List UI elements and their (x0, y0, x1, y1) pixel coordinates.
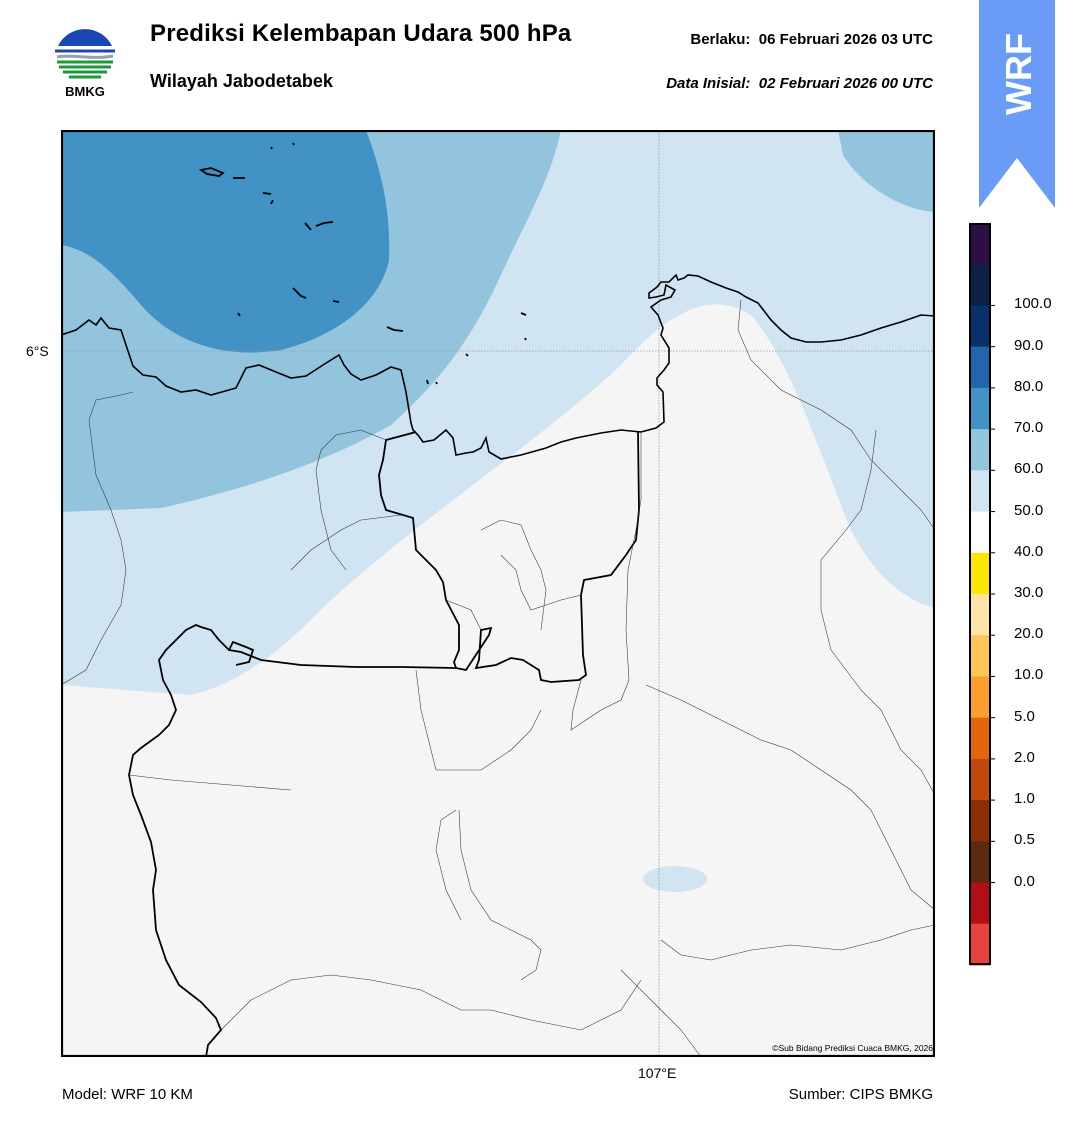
colorbar-tick-label: 60.0 (1014, 460, 1044, 478)
init-label: Data Inisial: (666, 75, 751, 92)
colorbar-segment (970, 552, 990, 595)
wrf-badge-text: WRF (998, 33, 1039, 115)
source-label: Sumber: CIPS BMKG (788, 1086, 933, 1103)
colorbar-segment (970, 882, 990, 925)
colorbar-segment (970, 305, 990, 348)
islands (198, 142, 527, 385)
colorbar-segment (970, 635, 990, 677)
region-subtitle: Wilayah Jabodetabek (150, 71, 333, 91)
colorbar-tick-label: 20.0 (1014, 625, 1044, 643)
model-label: Model: WRF 10 KM (62, 1086, 193, 1103)
colorbar-tick-label: 50.0 (1014, 501, 1044, 519)
valid-time-line: Berlaku: 06 Februari 2026 03 UTC (690, 31, 933, 48)
province-boundary-west (128, 624, 457, 1057)
colorbar-tick-label: 30.0 (1014, 584, 1044, 601)
logo-text: BMKG (65, 84, 105, 99)
latitude-label: 6°S (26, 343, 49, 359)
init-time-line: Data Inisial: 02 Februari 2026 00 UTC (666, 75, 933, 92)
colorbar-tick-label: 10.0 (1014, 666, 1044, 684)
colorbar-segment (970, 594, 990, 636)
colorbar-tick-label: 0.5 (1014, 831, 1035, 849)
bmkg-logo-icon (55, 24, 115, 84)
wrf-badge: WRF (979, 0, 1055, 208)
regency-boundaries (61, 299, 935, 1057)
longitude-label: 107°E (638, 1065, 677, 1081)
colorbar-tick-label: 40.0 (1014, 542, 1044, 560)
map-frame (61, 130, 935, 1057)
colorbar-tick-label: 100.0 (1014, 295, 1052, 313)
humidity-region-70-80 (61, 130, 390, 353)
copyright-text: ©Sub Bidang Prediksi Cuaca BMKG, 2026 (772, 1043, 933, 1053)
colorbar-segment (970, 758, 990, 801)
colorbar-tick-label: 90.0 (1014, 336, 1044, 354)
colorbar-segment (970, 223, 990, 265)
colorbar-segment (970, 676, 990, 719)
colorbar-segment (970, 511, 990, 554)
colorbar-tick-label: 2.0 (1014, 748, 1035, 766)
colorbar-tick-label: 1.0 (1014, 790, 1035, 808)
valid-label: Berlaku: (690, 31, 751, 48)
map-title: Prediksi Kelembapan Udara 500 hPa (150, 20, 572, 47)
humidity-patch-south (643, 866, 707, 892)
colorbar-segment (970, 800, 990, 842)
humidity-map (61, 130, 935, 1057)
province-boundary-bay (228, 640, 255, 666)
colorbar-segment (970, 429, 990, 471)
colorbar-segment (970, 470, 990, 513)
init-time: 02 Februari 2026 00 UTC (758, 75, 933, 92)
colorbar-segment (970, 923, 990, 966)
colorbar-segment (970, 841, 990, 884)
colorbar-tick-label: 5.0 (1014, 707, 1035, 725)
colorbar (969, 223, 995, 966)
colorbar-segment (970, 387, 990, 430)
coastline (61, 273, 935, 460)
colorbar-segment (970, 717, 990, 760)
colorbar-segment (970, 346, 990, 389)
valid-time: 06 Februari 2026 03 UTC (758, 31, 933, 48)
colorbar-tick-label: 70.0 (1014, 419, 1044, 437)
colorbar-tick-label: 0.0 (1014, 872, 1035, 890)
colorbar-tick-label: 80.0 (1014, 377, 1044, 395)
colorbar-segment (970, 264, 990, 306)
humidity-region-60-70-ne (838, 130, 935, 212)
